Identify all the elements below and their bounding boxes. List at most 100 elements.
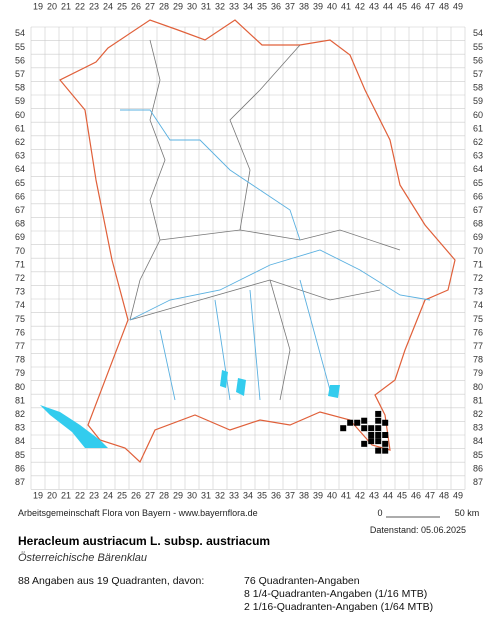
row-label: 76 (15, 327, 25, 337)
row-label: 54 (473, 28, 483, 38)
species-name: Heracleum austriacum L. subsp. austriacu… (18, 534, 270, 548)
row-label: 86 (15, 463, 25, 473)
occurrence (375, 432, 382, 438)
grid (30, 26, 466, 490)
summary-line: 2 1/16-Quadranten-Angaben (1/64 MTB) (244, 601, 433, 613)
column-label: 29 (173, 1, 183, 11)
column-label: 26 (131, 490, 141, 500)
row-label: 73 (473, 287, 483, 297)
column-label: 35 (257, 490, 267, 500)
row-label: 86 (473, 463, 483, 473)
axis-labels: 19 19 20 20 21 21 22 22 23 23 24 24 25 25 26 26 27 27 28 28… (15, 1, 483, 500)
date: Datenstand: 05.06.2025 (370, 525, 466, 535)
lake (220, 370, 228, 388)
row-label: 71 (15, 259, 25, 269)
row-label: 75 (15, 314, 25, 324)
row-label: 80 (15, 382, 25, 392)
occurrences (340, 410, 389, 454)
column-label: 24 (103, 490, 113, 500)
column-label: 46 (411, 490, 421, 500)
row-label: 75 (473, 314, 483, 324)
column-label: 39 (313, 1, 323, 11)
column-label: 47 (425, 1, 435, 11)
occurrence (361, 440, 368, 447)
column-label: 43 (369, 490, 379, 500)
column-label: 40 (327, 490, 337, 500)
column-label: 48 (439, 1, 449, 11)
column-label: 27 (145, 490, 155, 500)
occurrence (340, 425, 347, 432)
column-label: 34 (243, 1, 253, 11)
row-label: 68 (473, 219, 483, 229)
column-label: 42 (355, 490, 365, 500)
occurrence (368, 432, 375, 438)
lake (236, 378, 246, 396)
row-label: 72 (473, 273, 483, 283)
row-label: 56 (15, 55, 25, 65)
column-label: 23 (89, 490, 99, 500)
column-label: 35 (257, 1, 267, 11)
occurrence (361, 425, 368, 432)
column-label: 43 (369, 1, 379, 11)
column-label: 30 (187, 1, 197, 11)
row-label: 66 (473, 191, 483, 201)
column-label: 20 (47, 1, 57, 11)
column-label: 45 (397, 490, 407, 500)
row-label: 58 (473, 83, 483, 93)
row-label: 84 (473, 436, 483, 446)
row-label: 56 (473, 55, 483, 65)
rivers (120, 109, 431, 401)
district-borders (129, 39, 401, 401)
row-label: 58 (15, 83, 25, 93)
row-label: 69 (473, 232, 483, 242)
column-label: 23 (89, 1, 99, 11)
column-label: 38 (299, 1, 309, 11)
occurrence (375, 447, 382, 454)
row-label: 59 (15, 96, 25, 106)
row-label: 82 (473, 409, 483, 419)
occurrence (375, 425, 382, 432)
column-label: 37 (285, 490, 295, 500)
row-label: 68 (15, 219, 25, 229)
row-label: 60 (15, 110, 25, 120)
column-label: 34 (243, 490, 253, 500)
occurrence (361, 417, 368, 424)
occurrence (382, 419, 389, 426)
credit: Arbeitsgemeinschaft Flora von Bayern - w… (18, 508, 258, 518)
row-label: 57 (473, 69, 483, 79)
row-label: 79 (15, 368, 25, 378)
column-label: 25 (117, 1, 127, 11)
column-label: 37 (285, 1, 295, 11)
row-label: 64 (15, 164, 25, 174)
row-label: 85 (15, 450, 25, 460)
summary-total: 88 Angaben aus 19 Quadranten, davon: (18, 575, 204, 587)
row-label: 62 (473, 137, 483, 147)
row-label: 67 (15, 205, 25, 215)
column-label: 49 (453, 490, 463, 500)
summary-line: 8 1/4-Quadranten-Angaben (1/16 MTB) (244, 588, 427, 600)
column-label: 22 (75, 490, 85, 500)
row-label: 77 (15, 341, 25, 351)
column-label: 28 (159, 490, 169, 500)
occurrence (375, 417, 382, 424)
column-label: 29 (173, 490, 183, 500)
column-label: 31 (201, 490, 211, 500)
column-label: 42 (355, 1, 365, 11)
summary-line: 76 Quadranten-Angaben (244, 575, 360, 587)
row-label: 60 (473, 110, 483, 120)
occurrence (368, 438, 375, 445)
row-label: 73 (15, 287, 25, 297)
row-label: 57 (15, 69, 25, 79)
column-label: 33 (229, 490, 239, 500)
column-label: 44 (383, 1, 393, 11)
state-border (59, 19, 456, 464)
row-label: 74 (473, 300, 483, 310)
row-label: 81 (15, 395, 25, 405)
row-label: 55 (15, 42, 25, 52)
row-label: 62 (15, 137, 25, 147)
row-label: 65 (473, 178, 483, 188)
column-label: 47 (425, 490, 435, 500)
row-label: 63 (15, 151, 25, 161)
row-label: 83 (15, 423, 25, 433)
occurrence (382, 440, 389, 447)
